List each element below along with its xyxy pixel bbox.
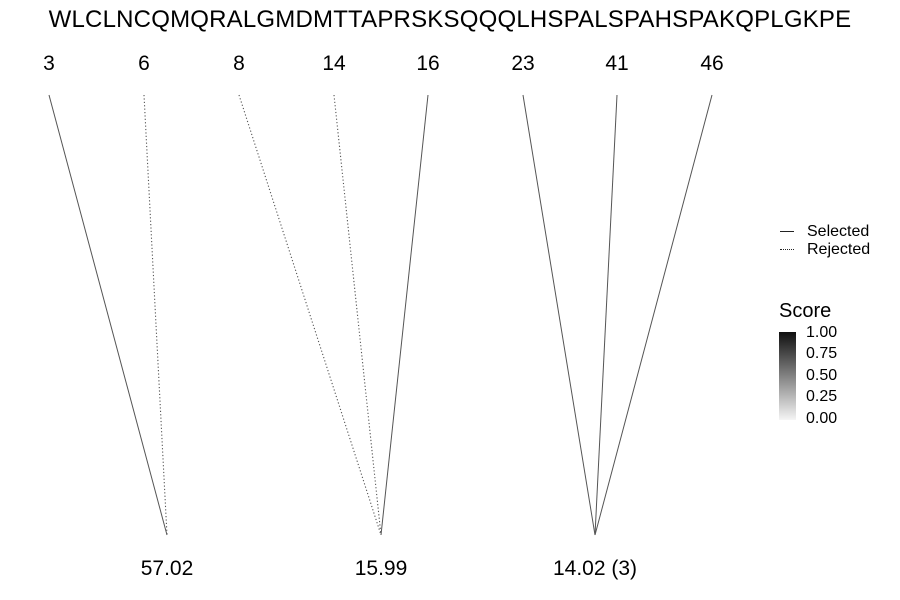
colorbar-tick-label: 0.00 <box>806 410 838 427</box>
link-line-selected <box>594 94 618 536</box>
legend-label: Selected <box>807 222 870 240</box>
link-line-rejected <box>143 94 168 536</box>
dotted-line-key-icon <box>780 248 794 250</box>
score-label: 14.02 (3) <box>552 557 638 580</box>
position-label: 6 <box>138 52 150 75</box>
score-legend-title: Score <box>779 300 832 322</box>
solid-line-key-icon <box>780 230 794 232</box>
position-label: 14 <box>322 52 346 75</box>
score-label: 15.99 <box>354 557 408 580</box>
colorbar-tick-label: 0.50 <box>806 367 838 384</box>
position-label: 3 <box>43 52 55 75</box>
score-colorbar <box>779 332 796 420</box>
position-label: 16 <box>416 52 440 75</box>
legend-item-rejected: Rejected <box>780 240 870 258</box>
line-type-legend: Selected Rejected <box>780 222 870 258</box>
link-line-selected <box>594 94 713 536</box>
legend-label: Rejected <box>807 240 871 258</box>
colorbar-tick-label: 0.75 <box>806 345 838 362</box>
colorbar-tick-label: 1.00 <box>806 324 838 341</box>
link-line-selected <box>380 94 429 536</box>
position-label: 46 <box>700 52 724 75</box>
position-label: 23 <box>511 52 535 75</box>
legend-item-selected: Selected <box>780 222 870 240</box>
link-line-rejected <box>238 94 382 536</box>
score-label: 57.02 <box>140 557 194 580</box>
link-line-rejected <box>333 94 382 536</box>
position-label: 41 <box>605 52 629 75</box>
peptide-sequence: WLCLNCQMQRALGMDMTTAPRSKSQQQLHSPALSPAHSPA… <box>48 6 852 33</box>
colorbar-tick-label: 0.25 <box>806 388 838 405</box>
position-label: 8 <box>233 52 245 75</box>
link-line-selected <box>48 94 168 536</box>
link-line-selected <box>522 94 596 536</box>
